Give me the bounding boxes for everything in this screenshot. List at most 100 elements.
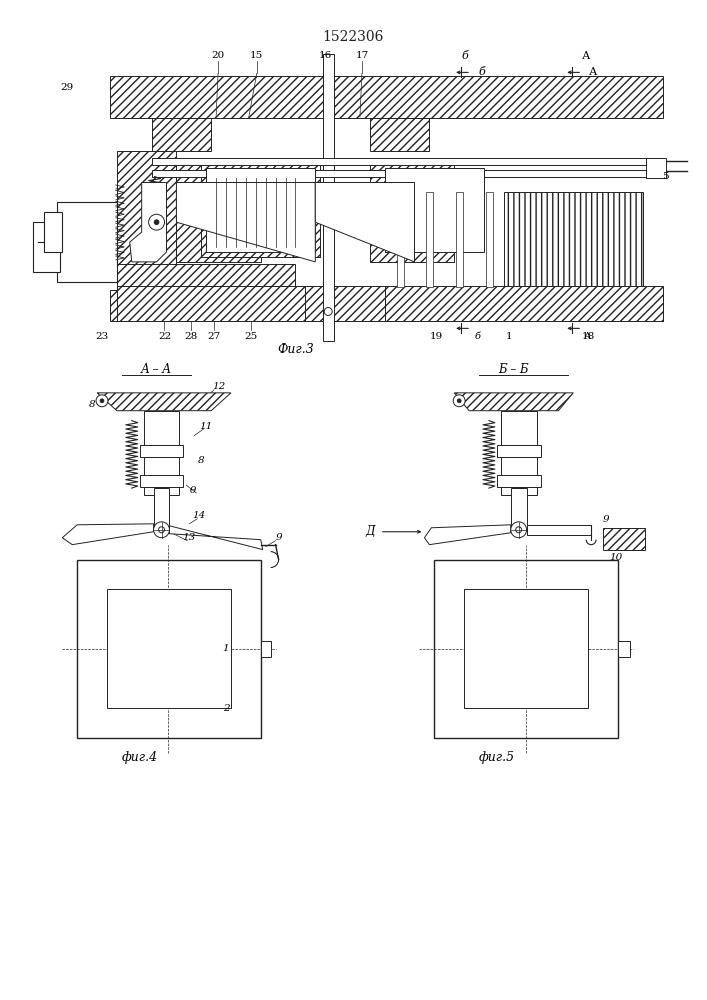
Text: А: А [583,332,591,341]
Bar [261,641,271,657]
Bar [504,413,515,493]
Text: 2: 2 [223,704,229,713]
Bar [165,413,177,493]
Bar [153,488,170,530]
Text: 1522306: 1522306 [322,30,384,44]
Text: А: А [589,67,597,77]
Bar [397,192,404,287]
Bar [456,192,463,287]
Bar [618,641,630,657]
Circle shape [457,399,461,403]
Bar [140,445,183,457]
Bar [77,560,261,738]
Bar [110,290,662,321]
Text: Д: Д [365,525,375,538]
Text: θ: θ [190,486,197,495]
Text: Б – Б: Б – Б [498,363,529,376]
Circle shape [510,522,527,538]
Bar [434,560,618,738]
Text: 23: 23 [95,332,109,341]
Bar [117,286,325,321]
Bar [45,212,62,252]
Circle shape [154,220,159,225]
Bar [305,286,385,321]
Bar [151,118,211,151]
Text: 25: 25 [244,332,257,341]
Text: 16: 16 [319,51,332,60]
Text: б: б [479,67,486,77]
Text: б: б [462,51,469,61]
Text: 27: 27 [207,332,221,341]
Bar [497,445,541,457]
Text: б: б [475,332,481,341]
Text: 12: 12 [212,382,226,391]
Text: Фиг.3: Фиг.3 [277,343,314,356]
Bar [522,413,534,493]
Text: 8: 8 [198,456,204,465]
Bar [177,158,261,262]
Bar [140,475,183,487]
Bar [141,446,182,456]
Text: А – А: А – А [141,363,172,376]
Circle shape [515,527,522,533]
Bar [370,118,429,151]
Text: 14: 14 [192,511,206,520]
Text: 29: 29 [61,83,74,92]
Polygon shape [62,524,153,545]
Bar [110,76,662,118]
Bar [499,446,539,456]
Text: 5: 5 [662,172,669,181]
Polygon shape [424,525,510,545]
Polygon shape [170,526,263,550]
Polygon shape [454,393,573,411]
Circle shape [325,308,332,315]
Bar [501,411,537,495]
Bar [497,475,541,487]
Bar [486,192,493,287]
Text: 1: 1 [506,332,512,341]
Circle shape [158,527,165,533]
Text: А: А [582,51,590,61]
Text: 9: 9 [602,515,609,524]
Text: 8: 8 [89,400,95,409]
Circle shape [100,399,104,403]
Bar [510,488,527,530]
Bar [323,54,334,341]
Bar [527,525,591,535]
Text: 18: 18 [582,332,595,341]
Text: фиг.5: фиг.5 [479,751,515,764]
Bar [385,286,662,321]
Text: 13: 13 [182,533,196,542]
Polygon shape [315,183,414,262]
Bar [117,151,177,286]
Text: 15: 15 [250,51,264,60]
Bar [385,168,484,252]
Bar [206,168,315,252]
Circle shape [153,522,170,538]
Text: 20: 20 [211,51,225,60]
Bar [107,589,231,708]
Text: 9: 9 [275,533,282,542]
Bar [370,158,454,262]
Bar [141,476,182,486]
Circle shape [96,395,108,407]
Bar [117,264,296,289]
Bar [33,222,60,272]
Circle shape [453,395,465,407]
Text: фиг.4: фиг.4 [122,751,158,764]
Text: 1: 1 [223,644,229,653]
Text: 22: 22 [158,332,171,341]
Text: 19: 19 [430,332,443,341]
Text: 28: 28 [185,332,198,341]
Bar [499,476,539,486]
Bar [464,589,588,708]
Bar [645,158,665,178]
Text: 11: 11 [199,422,213,431]
Bar [151,158,648,165]
Circle shape [148,214,165,230]
Bar [201,163,320,257]
Polygon shape [177,183,315,262]
Text: 17: 17 [356,51,368,60]
Bar [146,413,158,493]
Text: 10: 10 [609,553,623,562]
